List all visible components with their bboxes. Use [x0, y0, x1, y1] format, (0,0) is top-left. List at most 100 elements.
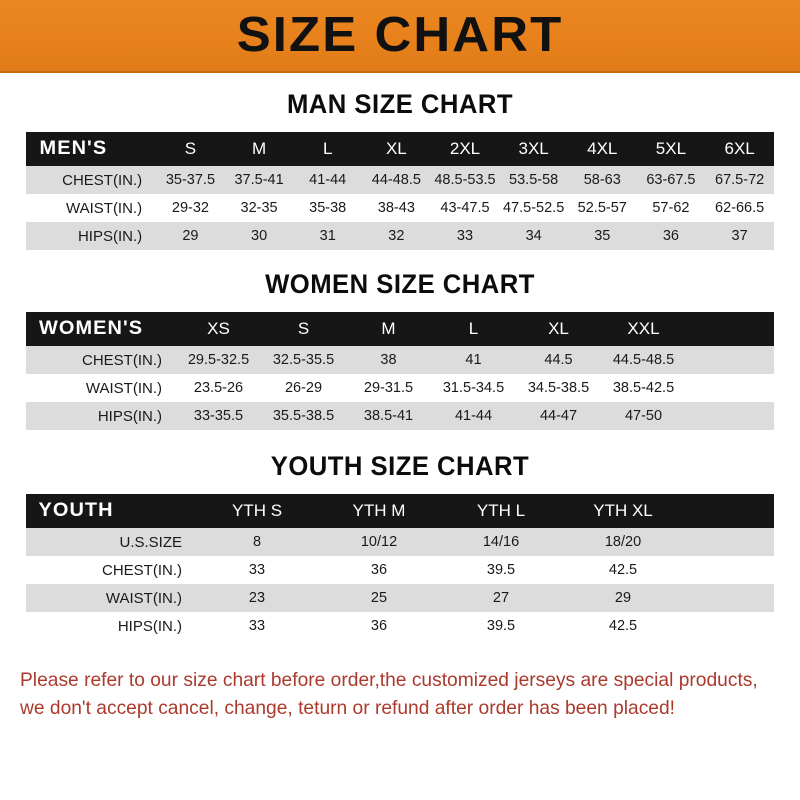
- table-cell: 23: [196, 584, 318, 612]
- table-cell: 29: [156, 222, 225, 250]
- table-cell: 67.5-72: [705, 166, 774, 194]
- table-cell: 31: [293, 222, 363, 250]
- table-cell-empty: [686, 346, 774, 374]
- table-cell: 48.5-53.5: [430, 166, 500, 194]
- table-row: U.S.SIZE 8 10/12 14/16 18/20: [26, 528, 774, 556]
- youth-row-label-hips: HIPS(IN.): [26, 612, 196, 640]
- youth-col-header-filler: [684, 494, 774, 528]
- table-cell: 33: [196, 556, 318, 584]
- page-banner: SIZE CHART: [0, 0, 800, 73]
- man-col-header-s: S: [184, 139, 197, 158]
- youth-row-label-waist: WAIST(IN.): [26, 584, 196, 612]
- women-col-header-xxl: XXL: [627, 319, 660, 338]
- women-row-label-hips: HIPS(IN.): [26, 402, 176, 430]
- man-row-label-chest: CHEST(IN.): [26, 166, 157, 194]
- table-row: WAIST(IN.) 23 25 27 29: [26, 584, 774, 612]
- table-cell: 41-44: [293, 166, 363, 194]
- table-cell: 27: [440, 584, 562, 612]
- table-cell: 35.5-38.5: [261, 402, 346, 430]
- table-cell: 41-44: [431, 402, 516, 430]
- youth-col-header-m: YTH M: [352, 501, 406, 520]
- women-row-label-waist: WAIST(IN.): [26, 374, 176, 402]
- women-col-header-m: M: [381, 319, 396, 338]
- table-cell: 8: [196, 528, 318, 556]
- table-cell: 30: [224, 222, 294, 250]
- table-cell: 39.5: [440, 612, 562, 640]
- table-cell: 42.5: [562, 612, 684, 640]
- man-header-row: MEN'S S M L XL 2XL 3XL 4XL 5XL 6XL: [26, 132, 774, 166]
- youth-col-header-l: YTH L: [476, 501, 526, 520]
- table-row: WAIST(IN.) 29-32 32-35 35-38 38-43 43-47…: [26, 194, 774, 222]
- table-cell: 41: [431, 346, 516, 374]
- table-cell-empty: [684, 528, 774, 556]
- women-table-head: WOMEN'S XS S M L XL XXL: [26, 312, 774, 346]
- table-row: CHEST(IN.) 35-37.5 37.5-41 41-44 44-48.5…: [26, 166, 774, 194]
- table-cell-empty: [684, 612, 774, 640]
- youth-row-label-chest: CHEST(IN.): [26, 556, 196, 584]
- table-cell: 33: [196, 612, 318, 640]
- women-col-header-filler: [686, 312, 774, 346]
- section-title-man: MAN SIZE CHART: [286, 89, 514, 119]
- table-cell: 10/12: [318, 528, 440, 556]
- table-cell: 35-38: [293, 194, 363, 222]
- table-cell: 35: [567, 222, 637, 250]
- table-cell: 32-35: [224, 194, 294, 222]
- table-cell: 42.5: [562, 556, 684, 584]
- table-row: WAIST(IN.) 23.5-26 26-29 29-31.5 31.5-34…: [26, 374, 774, 402]
- table-cell: 14/16: [440, 528, 562, 556]
- table-cell: 39.5: [440, 556, 562, 584]
- table-cell: 29.5-32.5: [176, 346, 261, 374]
- table-cell: 53.5-58: [499, 166, 568, 194]
- table-cell: 36: [318, 612, 440, 640]
- table-cell: 37.5-41: [224, 166, 294, 194]
- women-col-header-s: S: [297, 319, 310, 338]
- table-row: CHEST(IN.) 29.5-32.5 32.5-35.5 38 41 44.…: [26, 346, 774, 374]
- women-header-row: WOMEN'S XS S M L XL XXL: [26, 312, 774, 346]
- youth-size-table: YOUTH YTH S YTH M YTH L YTH XL U.S.SIZE …: [26, 494, 774, 640]
- youth-row-label-ussize: U.S.SIZE: [26, 528, 196, 556]
- table-cell: 31.5-34.5: [431, 374, 516, 402]
- man-col-header-4xl: 4XL: [587, 139, 618, 158]
- table-cell: 38.5-42.5: [601, 374, 686, 402]
- man-col-header-l: L: [322, 139, 333, 158]
- man-table-head: MEN'S S M L XL 2XL 3XL 4XL 5XL 6XL: [26, 132, 774, 166]
- women-col-header-xl: XL: [548, 319, 569, 338]
- table-cell: 29: [562, 584, 684, 612]
- table-cell: 35-37.5: [156, 166, 225, 194]
- table-cell: 26-29: [261, 374, 346, 402]
- table-row: HIPS(IN.) 33 36 39.5 42.5: [26, 612, 774, 640]
- table-cell-empty: [684, 556, 774, 584]
- section-title-women: WOMEN SIZE CHART: [265, 269, 535, 299]
- youth-col-header-xl: YTH XL: [593, 501, 653, 520]
- table-cell-empty: [686, 402, 774, 430]
- women-row-label-chest: CHEST(IN.): [26, 346, 176, 374]
- table-row: HIPS(IN.) 33-35.5 35.5-38.5 38.5-41 41-4…: [26, 402, 774, 430]
- man-row-label-header: MEN'S: [39, 138, 108, 159]
- table-cell: 18/20: [562, 528, 684, 556]
- table-cell-empty: [684, 584, 774, 612]
- man-size-table: MEN'S S M L XL 2XL 3XL 4XL 5XL 6XL CHEST…: [26, 132, 774, 250]
- table-cell: 44.5-48.5: [601, 346, 686, 374]
- table-cell: 38: [346, 346, 431, 374]
- table-cell: 36: [636, 222, 706, 250]
- man-col-header-xl: XL: [385, 139, 407, 158]
- man-row-label-hips: HIPS(IN.): [26, 222, 157, 250]
- disclaimer-line-2: we don't accept cancel, change, teturn o…: [20, 697, 676, 720]
- table-cell: 33: [430, 222, 500, 250]
- table-cell: 52.5-57: [567, 194, 637, 222]
- table-cell: 33-35.5: [176, 402, 261, 430]
- table-cell: 38-43: [362, 194, 431, 222]
- page-title: SIZE CHART: [236, 8, 564, 62]
- women-size-table: WOMEN'S XS S M L XL XXL CHEST(IN.) 29.5-…: [26, 312, 774, 430]
- table-cell: 32.5-35.5: [261, 346, 346, 374]
- table-cell: 37: [705, 222, 774, 250]
- table-cell: 47.5-52.5: [499, 194, 568, 222]
- table-cell: 34.5-38.5: [516, 374, 601, 402]
- table-cell: 44-48.5: [362, 166, 431, 194]
- table-cell: 63-67.5: [636, 166, 706, 194]
- youth-header-row: YOUTH YTH S YTH M YTH L YTH XL: [26, 494, 774, 528]
- table-row: HIPS(IN.) 29 30 31 32 33 34 35 36 37: [26, 222, 774, 250]
- table-cell: 29-31.5: [346, 374, 431, 402]
- man-col-header-m: M: [251, 139, 267, 158]
- man-col-header-6xl: 6XL: [724, 139, 755, 158]
